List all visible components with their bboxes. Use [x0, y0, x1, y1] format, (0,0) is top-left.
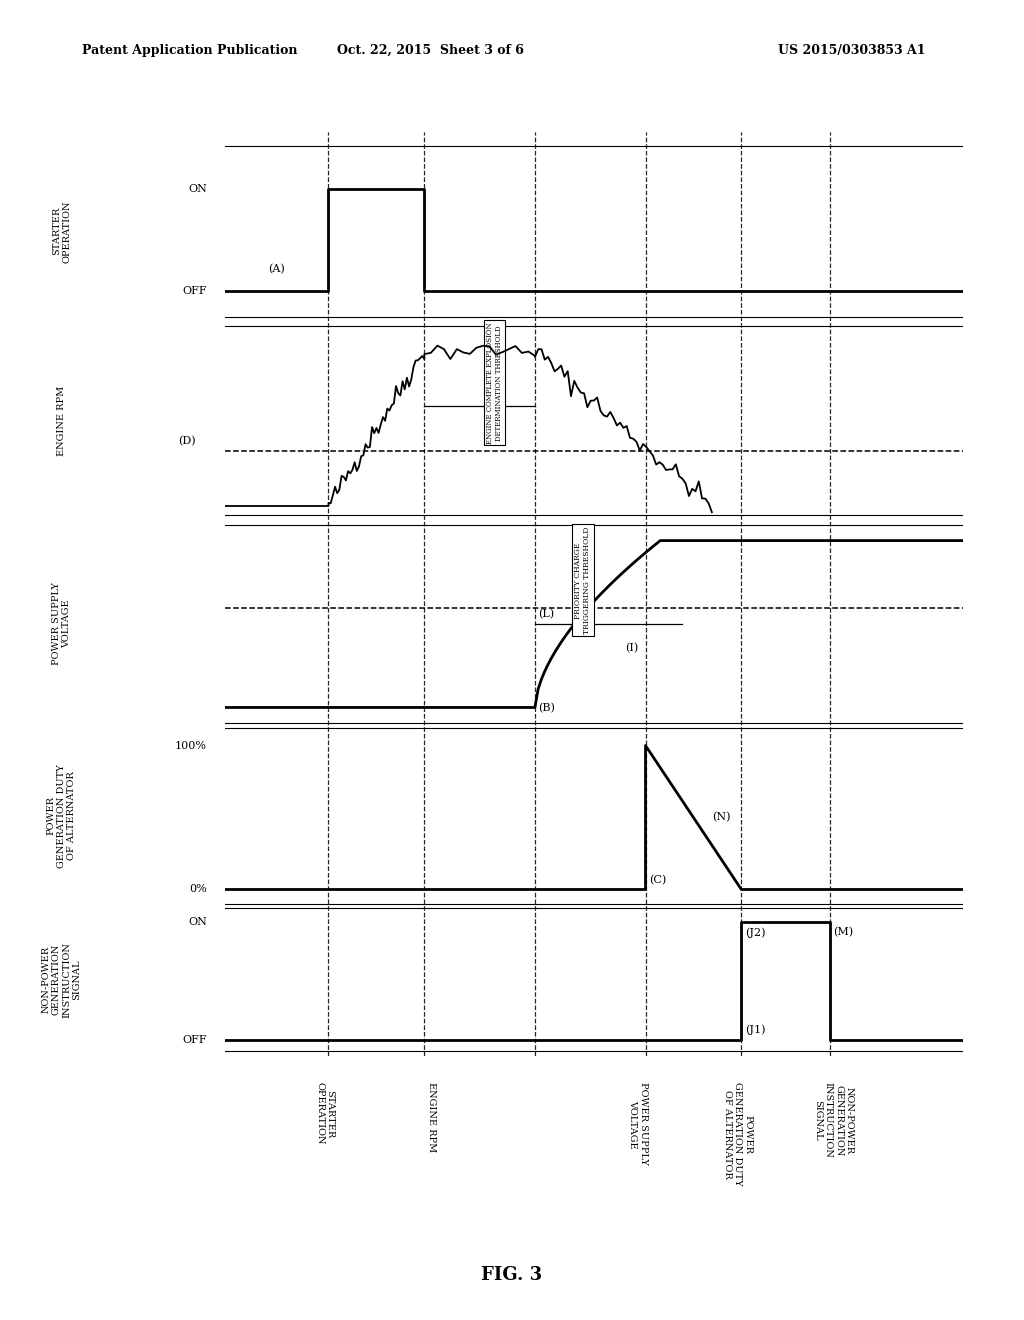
Text: PRIORITY CHARGE
TRIGGERING THRESHOLD: PRIORITY CHARGE TRIGGERING THRESHOLD [574, 527, 592, 634]
Text: NON-POWER
GENERATION
INSTRUCTION
SIGNAL: NON-POWER GENERATION INSTRUCTION SIGNAL [41, 942, 82, 1018]
Text: (A): (A) [268, 264, 286, 275]
Text: Patent Application Publication: Patent Application Publication [82, 44, 297, 57]
Text: 100%: 100% [175, 741, 207, 751]
Text: (D): (D) [178, 437, 196, 446]
Text: (M): (M) [834, 927, 854, 937]
Text: (N): (N) [712, 812, 730, 822]
Text: POWER SUPPLY
VOLTAGE: POWER SUPPLY VOLTAGE [629, 1082, 648, 1166]
Text: (C): (C) [649, 875, 667, 884]
Text: 0%: 0% [189, 884, 207, 895]
Text: (I): (I) [625, 643, 638, 653]
Text: FIG. 3: FIG. 3 [481, 1266, 543, 1284]
Text: (B): (B) [539, 704, 555, 713]
Text: ENGINE RPM: ENGINE RPM [427, 1082, 436, 1152]
Text: (J2): (J2) [745, 927, 766, 937]
Text: ON: ON [188, 183, 207, 194]
Text: US 2015/0303853 A1: US 2015/0303853 A1 [778, 44, 926, 57]
Text: OFF: OFF [182, 1035, 207, 1045]
Text: POWER
GENERATION DUTY
OF ALTERNATOR: POWER GENERATION DUTY OF ALTERNATOR [46, 764, 77, 867]
Text: STARTER
OPERATION: STARTER OPERATION [315, 1082, 335, 1144]
Text: OFF: OFF [182, 286, 207, 296]
Text: Oct. 22, 2015  Sheet 3 of 6: Oct. 22, 2015 Sheet 3 of 6 [337, 44, 523, 57]
Text: NON-POWER
GENERATION
INSTRUCTION
SIGNAL: NON-POWER GENERATION INSTRUCTION SIGNAL [813, 1082, 854, 1158]
Text: POWER SUPPLY
VOLTAGE: POWER SUPPLY VOLTAGE [52, 582, 71, 665]
Text: (L): (L) [539, 609, 555, 619]
Text: ENGINE COMPLETE EXPLOSION
DETERMINATION THRESHOLD: ENGINE COMPLETE EXPLOSION DETERMINATION … [485, 322, 503, 444]
Text: ON: ON [188, 917, 207, 928]
Text: STARTER
OPERATION: STARTER OPERATION [52, 201, 71, 263]
Text: (J1): (J1) [745, 1024, 766, 1035]
Text: ENGINE RPM: ENGINE RPM [57, 385, 66, 455]
Text: POWER
GENERATION DUTY
OF ALTERNATOR: POWER GENERATION DUTY OF ALTERNATOR [723, 1082, 753, 1187]
